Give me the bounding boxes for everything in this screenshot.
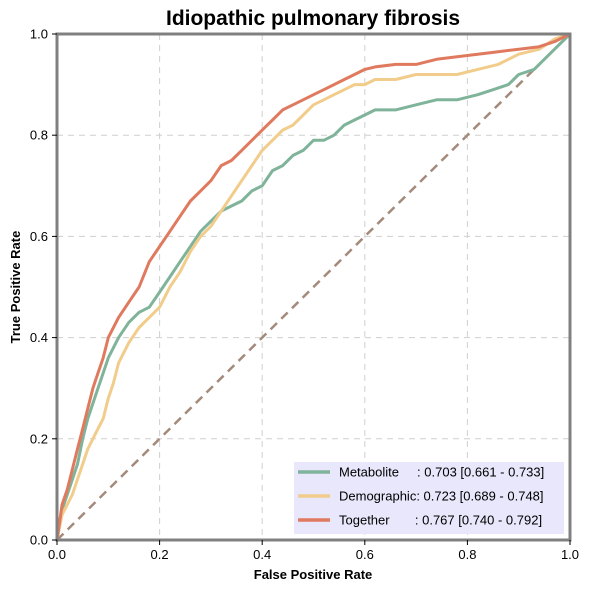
plot-frame bbox=[55, 32, 572, 542]
chance-line bbox=[56, 33, 571, 541]
series-lines bbox=[55, 32, 572, 541]
x-tick-label: 0.6 bbox=[356, 547, 374, 562]
y-tick-label: 0.4 bbox=[30, 330, 48, 345]
axis-ticks: 0.0 0.2 0.4 0.6 0.8 1.0 0.0 0.2 0.4 0.6 0.8 1.0 bbox=[30, 27, 579, 563]
x-tick-label: 0.8 bbox=[458, 547, 476, 562]
x-tick-label: 0.0 bbox=[48, 547, 66, 562]
y-tick-label: 1.0 bbox=[30, 27, 48, 42]
y-tick-label: 0.2 bbox=[30, 431, 48, 446]
legend-label-together: Together : 0.767 [0.740 - 0.792] bbox=[339, 513, 542, 528]
roc-line-demographic bbox=[55, 32, 571, 541]
y-tick-label: 0.0 bbox=[30, 533, 48, 548]
legend-label-metabolite: Metabolite : 0.703 [0.661 - 0.733] bbox=[339, 465, 544, 480]
reference-diagonal bbox=[56, 33, 571, 541]
y-tick-label: 0.6 bbox=[30, 229, 48, 244]
legend: Metabolite : 0.703 [0.661 - 0.733] Demogr… bbox=[294, 462, 564, 534]
chart-title: Idiopathic pulmonary fibrosis bbox=[166, 7, 460, 30]
legend-label-demographic: Demographic: 0.723 [0.689 - 0.748] bbox=[339, 489, 544, 504]
x-axis-label: False Positive Rate bbox=[254, 567, 373, 582]
y-tick-label: 0.8 bbox=[30, 128, 48, 143]
roc-line-metabolite bbox=[55, 32, 572, 541]
x-tick-label: 0.4 bbox=[253, 547, 271, 562]
grid-lines bbox=[57, 34, 570, 540]
y-axis-label: True Positive Rate bbox=[8, 231, 23, 344]
roc-line-together bbox=[55, 32, 571, 541]
x-tick-label: 1.0 bbox=[561, 547, 579, 562]
legend-box bbox=[294, 462, 564, 534]
x-tick-label: 0.2 bbox=[151, 547, 169, 562]
